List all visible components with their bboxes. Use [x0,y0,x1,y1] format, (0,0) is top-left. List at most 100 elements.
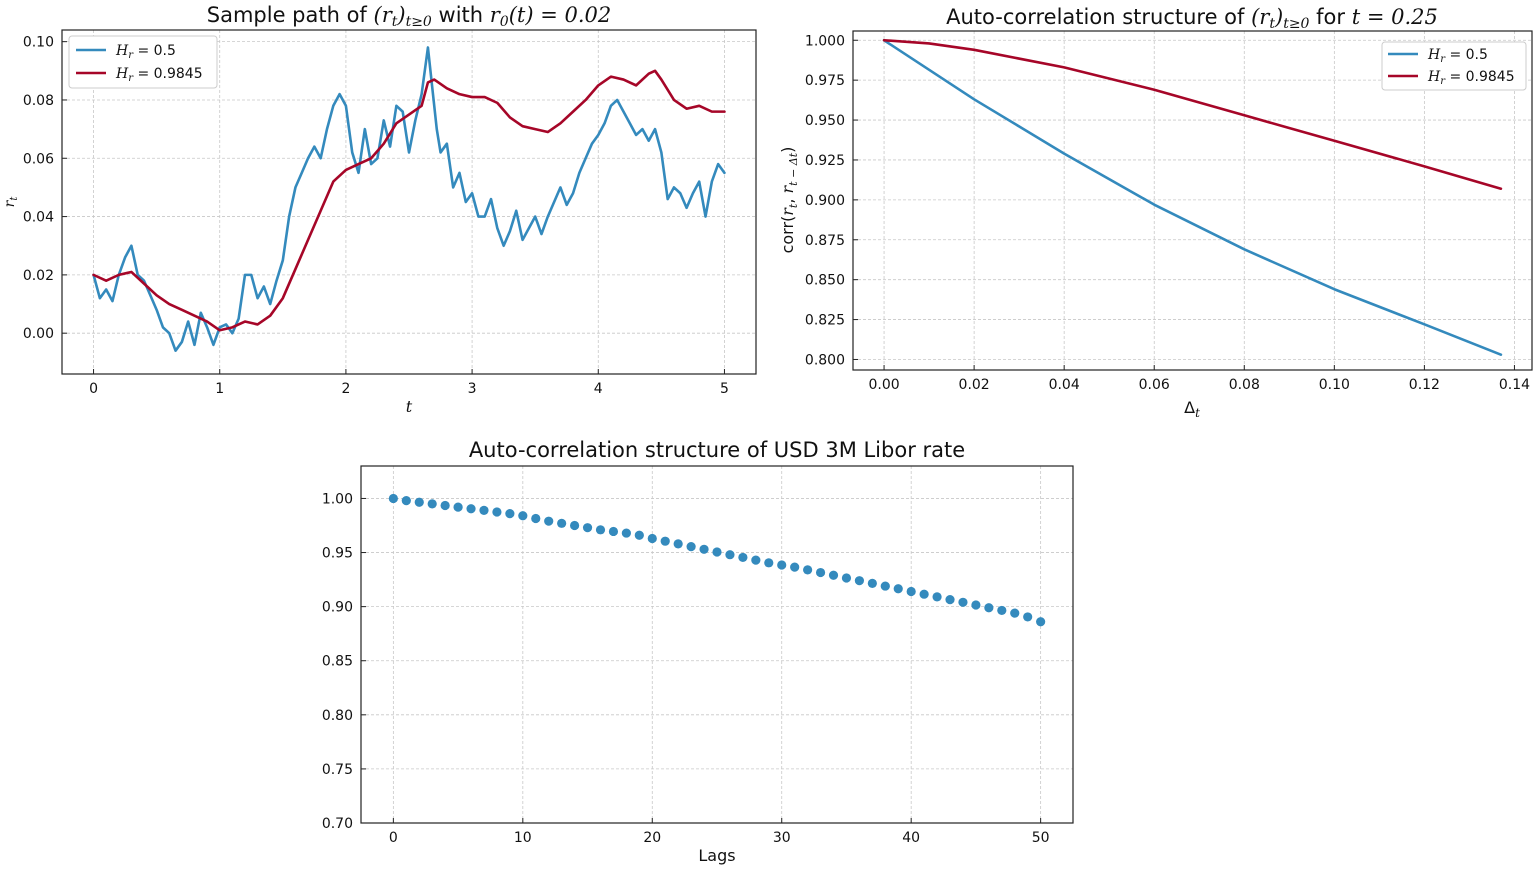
legend-label-hr-0.9845: Hr = 0.9845 [1427,69,1515,87]
y-tick-label: 0.975 [805,73,845,89]
legend-autocorr-model: Hr = 0.5 Hr = 0.9845 [1381,41,1527,91]
series-group-libor-autocorr [388,493,1046,627]
scatter-point [699,544,709,554]
grid-sample-path [62,30,756,374]
x-tick-label: 0.14 [1499,377,1530,393]
scatter-point [505,508,515,519]
scatter-point [764,558,774,568]
scatter-point [712,547,722,557]
y-tick-label: 0.825 [805,313,845,329]
scatter-point [492,507,502,517]
x-tick-label: 10 [514,830,532,846]
plot-frame-sample-path [61,29,757,375]
scatter-point [971,600,981,610]
ticks-sample-path: 0 1 2 3 4 5 0.00 0.02 0.04 0.06 0.08 0.10 [23,35,729,397]
scatter-point [621,528,631,538]
scatter-point [1036,617,1046,627]
y-tick-label: 0.75 [322,762,353,778]
scatter-point [738,552,748,563]
scatter-point [673,539,683,549]
scatter-point [932,592,942,602]
scatter-point [906,586,916,597]
scatter-point [570,520,580,531]
scatter-point [867,578,877,588]
panel-autocorr-model: Auto-correlation structure of (rt)t≥0 fo… [778,5,1533,420]
series-group-sample-path [92,46,726,352]
scatter-point [660,536,670,546]
panel-sample-path: Sample path of (rt)t≥0 with r0(t) = 0.02… [2,3,757,416]
chart-title-sample-path: Sample path of (rt)t≥0 with r0(t) = 0.02 [207,3,612,30]
scatter-point [919,589,929,599]
scatter-point [958,597,968,607]
scatter-point [466,504,476,514]
legend-label-hr-0.5: Hr = 0.5 [1427,47,1488,65]
scatter-point [557,518,567,528]
x-tick-label: 5 [720,381,729,397]
scatter-point [725,550,735,560]
scatter-point [479,505,489,515]
grid-libor-autocorr [361,466,1073,824]
y-tick-label: 0.900 [805,193,845,209]
scatter-point [647,533,657,544]
scatter-point [634,530,644,540]
scatter-point [686,541,696,552]
y-tick-label: 0.90 [322,600,353,616]
scatter-point [388,493,398,504]
scatter-point [401,496,411,506]
x-tick-label: 3 [468,381,477,397]
plot-frame-libor-autocorr [360,465,1074,824]
y-tick-label: 0.800 [805,352,845,368]
x-tick-label: 20 [643,830,661,846]
scatter-point [414,497,424,507]
scatter-point [531,513,541,524]
y-tick-label: 0.04 [23,210,54,226]
scatter-point [427,499,437,509]
series-line-hr-0.9845 [882,38,1503,190]
y-tick-label: 0.850 [805,273,845,289]
x-tick-label: 50 [1032,830,1050,846]
x-tick-label: 0.00 [868,377,899,393]
plot-frame-autocorr-model [852,30,1533,371]
x-axis-label-sample-path: t [406,397,413,416]
scatter-point [518,511,528,521]
y-tick-label: 0.85 [322,654,353,670]
x-tick-label: 40 [902,830,920,846]
scatter-point [997,605,1007,616]
y-axis-label-autocorr-model: corr(rt, rt − Δt) [778,147,800,254]
ticks-libor-autocorr: 0 10 20 30 40 50 0.70 0.75 0.80 0.85 0.90 0.95 1.00 [322,491,1050,846]
chart-title-libor-autocorr: Auto-correlation structure of USD 3M Lib… [469,438,965,462]
scatter-point [595,525,606,535]
legend-label-hr-0.9845: Hr = 0.9845 [115,66,203,84]
y-tick-label: 1.00 [322,491,353,507]
series-line-hr-0.9845 [92,69,726,332]
x-tick-label: 0.06 [1139,377,1170,393]
scatter-point [1010,608,1020,618]
y-tick-label: 0.10 [23,35,54,51]
scatter-point [582,523,593,533]
x-tick-label: 0.10 [1319,377,1350,393]
x-tick-label: 0.02 [959,377,990,393]
x-tick-label: 0.08 [1229,377,1260,393]
scatter-point [453,502,463,512]
y-tick-label: 0.950 [805,113,845,129]
scatter-point [893,584,903,594]
y-tick-label: 0.06 [23,151,54,167]
y-tick-label: 0.95 [322,546,353,562]
scatter-point [803,565,813,575]
scatter-point [790,562,800,572]
legend-label-hr-0.5: Hr = 0.5 [115,43,176,61]
scatter-point [828,570,839,580]
y-tick-label: 0.925 [805,153,845,169]
y-tick-label: 0.08 [23,93,54,109]
scatter-point [440,500,450,511]
y-tick-label: 0.875 [805,233,845,249]
x-tick-label: 0 [89,381,98,397]
scatter-point [608,526,619,537]
x-tick-label: 0.04 [1049,377,1080,393]
x-axis-label-libor-autocorr: Lags [698,846,735,865]
scatter-point [945,595,955,605]
chart-title-autocorr-model: Auto-correlation structure of (rt)t≥0 fo… [946,5,1438,32]
y-tick-label: 0.02 [23,268,54,284]
scatter-point [777,560,787,570]
